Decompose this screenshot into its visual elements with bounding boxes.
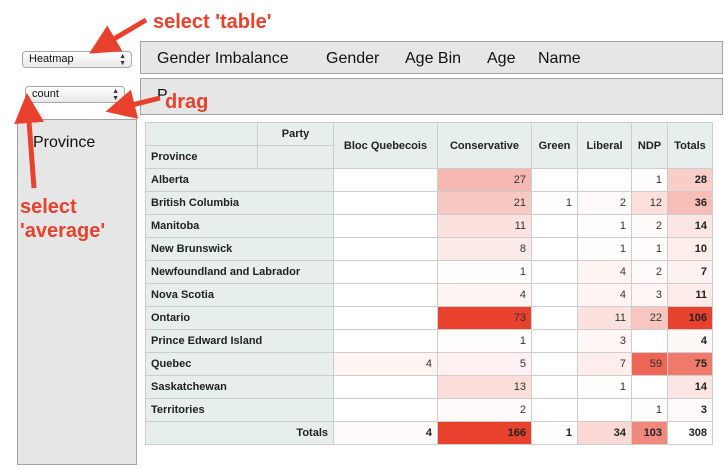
row-total-cell: 75: [667, 352, 713, 376]
row-header: Quebec: [145, 352, 334, 376]
col-total-cell: 166: [437, 421, 532, 445]
table-row: Saskatchewan 13 1 14: [145, 375, 713, 399]
table-cell: [631, 375, 668, 399]
table-row: Quebec 4 5 7 59 75: [145, 352, 713, 376]
row-total-cell: 106: [667, 306, 713, 330]
table-cell: [577, 168, 632, 192]
chevron-updown-icon: ▲ ▼: [119, 53, 126, 67]
row-header: Newfoundland and Labrador: [145, 260, 334, 284]
table-cell: [333, 398, 438, 422]
table-cell: 12: [631, 191, 668, 215]
table-cell: [531, 260, 578, 284]
table-cell: 8: [437, 237, 532, 261]
table-cell: 2: [631, 260, 668, 284]
table-cell: 11: [577, 306, 632, 330]
table-cell: [577, 398, 632, 422]
table-cell: [531, 306, 578, 330]
row-total-cell: 4: [667, 329, 713, 353]
col-header-liberal: Liberal: [577, 122, 632, 169]
row-header: Ontario: [145, 306, 334, 330]
table-cell: [333, 168, 438, 192]
attribute-gender-imbalance[interactable]: Gender Imbalance: [157, 50, 289, 67]
table-cell: 21: [437, 191, 532, 215]
table-cell: [531, 352, 578, 376]
table-cell: 1: [577, 375, 632, 399]
col-total-cell: 103: [631, 421, 668, 445]
totals-row: Totals 4 166 1 34 103 308: [145, 421, 713, 445]
table-cell: 73: [437, 306, 532, 330]
table-cell: [531, 375, 578, 399]
table-row: Prince Edward Island 1 3 4: [145, 329, 713, 353]
table-cell: 2: [577, 191, 632, 215]
annotation-select-average-2: 'average': [20, 220, 106, 242]
table-cell: [631, 329, 668, 353]
pivot-table: Party Bloc Quebecois Conservative Green …: [145, 122, 713, 445]
attribute-age-bin[interactable]: Age Bin: [405, 50, 462, 67]
table-cell: 2: [437, 398, 532, 422]
row-drop-zone[interactable]: [17, 119, 137, 465]
col-total-cell: 4: [333, 421, 438, 445]
row-header: Saskatchewan: [145, 375, 334, 399]
table-cell: 7: [577, 352, 632, 376]
table-row: Newfoundland and Labrador 1 4 2 7: [145, 260, 713, 284]
table-row: British Columbia 21 1 2 12 36: [145, 191, 713, 215]
column-drop-zone[interactable]: [140, 78, 723, 115]
row-header: Manitoba: [145, 214, 334, 238]
col-header-green: Green: [531, 122, 578, 169]
col-attr-label: Party: [257, 122, 334, 146]
row-total-cell: 28: [667, 168, 713, 192]
annotation-drag: drag: [165, 91, 209, 113]
arrow-to-drop-zone: [105, 89, 161, 119]
row-total-cell: 3: [667, 398, 713, 422]
col-total-cell: 34: [577, 421, 632, 445]
arrow-to-renderer-select: [89, 17, 148, 54]
col-total-cell: 1: [531, 421, 578, 445]
table-cell: 1: [631, 168, 668, 192]
table-cell: 1: [577, 214, 632, 238]
annotation-select-table: select 'table': [153, 11, 272, 33]
row-header: Prince Edward Island: [145, 329, 334, 353]
attribute-name[interactable]: Name: [538, 50, 581, 67]
table-cell: 59: [631, 352, 668, 376]
renderer-select-value: Heatmap: [29, 53, 74, 65]
unused-attributes-area[interactable]: [140, 41, 723, 74]
table-cell: [531, 168, 578, 192]
table-cell: 13: [437, 375, 532, 399]
arrow-to-aggregator-select: [14, 93, 45, 189]
table-cell: [531, 329, 578, 353]
col-header-bloc-quebecois: Bloc Quebecois: [333, 122, 438, 169]
table-row: Nova Scotia 4 4 3 11: [145, 283, 713, 307]
table-row: Alberta 27 1 28: [145, 168, 713, 192]
row-header: Nova Scotia: [145, 283, 334, 307]
row-attr-label: Province: [145, 145, 258, 169]
column-drop-zone-attr[interactable]: P: [157, 87, 168, 104]
row-total-cell: 36: [667, 191, 713, 215]
table-row: Territories 2 1 3: [145, 398, 713, 422]
table-cell: 4: [577, 283, 632, 307]
table-cell: 4: [333, 352, 438, 376]
annotation-select-average-1: select: [20, 196, 77, 218]
totals-row-label: Totals: [145, 421, 334, 445]
row-header: Alberta: [145, 168, 334, 192]
table-cell: [531, 283, 578, 307]
table-cell: 1: [437, 260, 532, 284]
col-header-totals: Totals: [667, 122, 713, 169]
table-cell: [333, 260, 438, 284]
grand-total-cell: 308: [667, 421, 713, 445]
table-cell: 4: [577, 260, 632, 284]
renderer-select[interactable]: Heatmap ▲ ▼: [22, 51, 132, 68]
table-cell: 3: [631, 283, 668, 307]
table-cell: [333, 329, 438, 353]
row-attribute-province[interactable]: Province: [33, 134, 96, 151]
attribute-age[interactable]: Age: [487, 50, 516, 67]
attribute-gender[interactable]: Gender: [326, 50, 380, 67]
table-cell: [333, 283, 438, 307]
table-cell: 1: [577, 237, 632, 261]
row-total-cell: 14: [667, 375, 713, 399]
